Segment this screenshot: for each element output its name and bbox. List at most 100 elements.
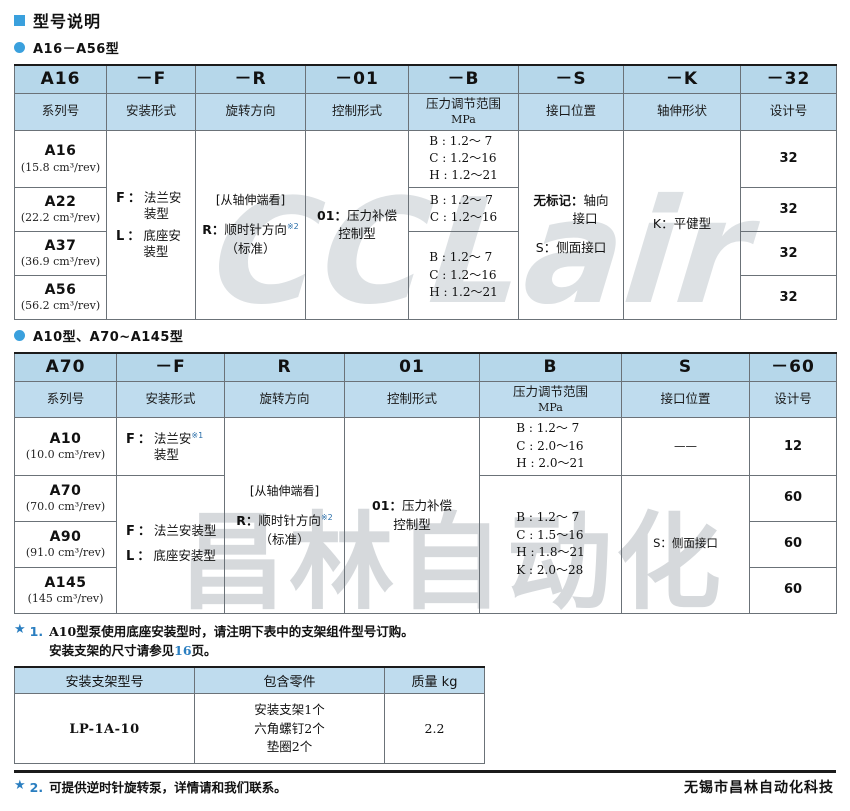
table1-model-2-name: A37: [44, 237, 77, 254]
table1-code-0: A16: [14, 63, 107, 94]
table2-pressure-1-3: K : 2.0～28: [516, 562, 584, 577]
table2-design-2: 60: [749, 520, 837, 568]
subsection-title-1-text: A16－A56型: [33, 42, 120, 57]
table2-control-value2: 控制型: [393, 516, 431, 532]
table2-mounting-val-0: 法兰安装型: [153, 523, 217, 539]
table2-label-2: 旋转方向: [224, 380, 345, 419]
table1-rotation-cell: [从轴伸端看] R：顺时针方向※2 （标准）: [195, 129, 306, 320]
table2-design-3: 60: [749, 566, 837, 614]
table-row: A90 (91.0 cm³/rev) 60: [14, 520, 837, 568]
table-row: A10 (10.0 cm³/rev) F ： 法兰安※1 装型: [14, 417, 837, 614]
bottom-bar: ★ 2. 可提供逆时针旋转泵，详情请和我们联系。 无锡市昌林自动化科技: [14, 777, 836, 797]
table2-rotation-cell: [从轴伸端看] R：顺时针方向※2 （标准）: [224, 417, 345, 614]
table2-mounting-val-1: 底座安装型: [153, 547, 216, 563]
table1-port-axial-v2: 接口: [572, 211, 598, 227]
table2-pressure-1-1: C : 1.5～16: [516, 527, 584, 542]
table1-rotation-value: 顺时针方向: [224, 222, 287, 238]
table2-model-1-disp: (70.0 cm³/rev): [25, 500, 106, 514]
table1-design-2: 32: [740, 230, 837, 276]
table1-model-1: A22 (22.2 cm³/rev): [14, 186, 107, 232]
table1-control-value: 压力补偿: [346, 207, 397, 223]
table2-rotation-value: 顺时针方向: [258, 512, 321, 528]
table2-label-1: 安装形式: [116, 380, 225, 419]
table2-mounting-a10-mark: ※1: [191, 430, 204, 440]
model-code-table-a10-a145: A70 －F R 01 B S －60 系列号 安装形式 旋转方向 控制形式 压…: [14, 351, 837, 614]
table1-rotation-note: [从轴伸端看]: [215, 192, 286, 207]
table2-control-cell: 01：压力补偿 控制型: [344, 417, 480, 614]
table1-pressure-group-1: B : 1.2～ 7 C : 1.2～16: [408, 186, 519, 232]
table2-code-2: R: [224, 351, 345, 382]
table1-label-2: 旋转方向: [195, 92, 306, 131]
table1-model-2: A37 (36.9 cm³/rev): [14, 230, 107, 276]
bottom-rule: [14, 770, 836, 773]
table1-rotation-key: R: [202, 222, 212, 238]
table1-code-2: －R: [195, 63, 306, 94]
table2-label-5: 接口位置: [621, 380, 750, 419]
table2-control-value: 压力补偿: [401, 498, 452, 514]
table2-pressure-0-0: B : 1.2～ 7: [516, 421, 580, 436]
table1-label-6: 轴伸形状: [623, 92, 741, 131]
bracket-model: LP-1A-10: [14, 693, 195, 765]
table1-port-axial-label: 无标记：: [533, 192, 584, 208]
table1-code-5: －S: [518, 63, 624, 94]
table1-mounting-key-1: L: [116, 229, 125, 245]
footnote-1-number: 1.: [29, 623, 44, 639]
table2-rotation-note: [从轴伸端看]: [249, 483, 320, 498]
table2-mounting-item-1: L ： 底座安装型: [126, 547, 216, 564]
table-row: A16 (15.8 cm³/rev) F ： 法兰安装型 L ：: [14, 129, 837, 320]
table1-model-3-disp: (56.2 cm³/rev): [20, 299, 101, 313]
table1-design-3: 32: [740, 274, 837, 320]
table-row: A70 (70.0 cm³/rev) F ： 法兰安装型 L ：: [14, 474, 837, 614]
table2-pressure-group-0: B : 1.2～ 7 C : 2.0～16 H : 2.0～21: [479, 417, 622, 476]
table1-model-0: A16 (15.8 cm³/rev): [14, 129, 107, 188]
table1-pressure-0-2: H : 1.2～21: [429, 168, 498, 183]
table2-code-row: A70 －F R 01 B S －60: [14, 351, 837, 382]
footnote-2: ★ 2. 可提供逆时针旋转泵，详情请和我们联系。: [14, 778, 287, 797]
table1-port-side: S：侧面接口: [535, 240, 607, 256]
table2-code-4: B: [479, 351, 622, 382]
table1-label-0: 系列号: [14, 92, 107, 131]
table1-pressure-1-0: B : 1.2～ 7: [429, 192, 493, 207]
table2-label-4: 压力调节范围 MPa: [479, 380, 622, 419]
table-row: A37 (36.9 cm³/rev) B : 1.2～ 7 C : 1.2～16…: [14, 230, 837, 320]
table1-pressure-2-0: B : 1.2～ 7: [429, 250, 493, 265]
document-page: 型号说明 A16－A56型 A16 －F －R －01 －B －S －K －32…: [0, 8, 850, 797]
table1-code-6: －K: [623, 63, 741, 94]
table2-label-3: 控制形式: [344, 380, 480, 419]
table2-code-6: －60: [749, 351, 837, 382]
bracket-header-row: 安装支架型号 包含零件 质量 kg: [14, 666, 485, 695]
table1-label-5: 接口位置: [518, 92, 624, 131]
table2-mounting-a10: F ： 法兰安※1 装型: [126, 430, 204, 462]
table2-port-a10: ——: [621, 417, 750, 476]
star-icon-1: ★: [14, 621, 26, 637]
table1-code-4: －B: [408, 63, 519, 94]
table2-model-3-disp: (145 cm³/rev): [27, 592, 104, 606]
table1-control-cell: 01：压力补偿 控制型: [305, 129, 409, 320]
mounting-bracket-table: 安装支架型号 包含零件 质量 kg LP-1A-10 安装支架1个 六角螺钉2个…: [14, 666, 485, 765]
footnote-2-number: 2.: [29, 779, 44, 795]
table1-label-4: 压力调节范围 MPa: [408, 92, 519, 131]
table2-design-0: 12: [749, 417, 837, 476]
table2-label-0: 系列号: [14, 380, 117, 419]
table1-model-2-disp: (36.9 cm³/rev): [20, 255, 101, 269]
table2-model-3-name: A145: [44, 574, 87, 591]
footnote-1-line1: A10型泵使用底座安装型时，请注明下表中的支架组件型号订购。: [49, 623, 414, 639]
table1-shaft-cell: K：平健型: [623, 129, 741, 320]
table2-rotation-value2: （标准）: [259, 531, 310, 547]
table2-code-1: －F: [116, 351, 225, 382]
section-title: 型号说明: [14, 8, 836, 32]
table1-pressure-2-1: C : 1.2～16: [429, 267, 497, 282]
footnote-1-line2a: 安装支架的尺寸请参见: [49, 643, 175, 659]
table1-rotation-value2: （标准）: [225, 240, 276, 256]
table2-pressure-group-1: B : 1.2～ 7 C : 1.5～16 H : 1.8～21 K : 2.0…: [479, 474, 622, 614]
table2-model-1: A70 (70.0 cm³/rev): [14, 474, 117, 522]
bracket-header-1: 包含零件: [194, 666, 385, 695]
table-row: A145 (145 cm³/rev) 60: [14, 566, 837, 614]
bracket-part-2: 垫圈2个: [266, 739, 313, 755]
footnote-2-text: 可提供逆时针旋转泵，详情请和我们联系。: [49, 779, 287, 795]
table1-label-7: 设计号: [740, 92, 837, 131]
table2-pressure-unit: MPa: [538, 400, 563, 414]
table2-mounting-key-0: F: [126, 524, 135, 540]
table1-pressure-unit: MPa: [451, 112, 476, 126]
table1-model-1-disp: (22.2 cm³/rev): [20, 211, 101, 225]
